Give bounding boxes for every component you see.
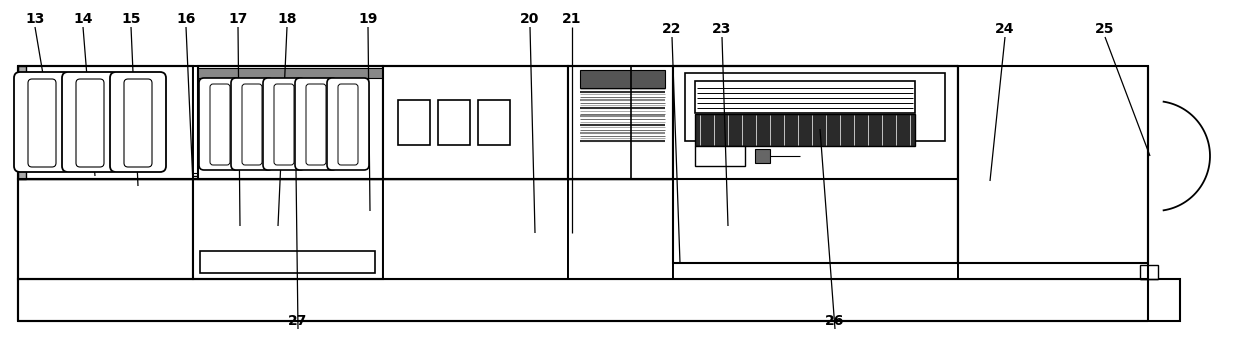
Bar [695,81,914,113]
FancyBboxPatch shape [263,78,305,170]
FancyBboxPatch shape [230,78,273,170]
Text: 14: 14 [73,12,93,26]
Bar [198,68,383,78]
Text: 18: 18 [278,12,297,26]
FancyBboxPatch shape [242,84,261,165]
FancyBboxPatch shape [274,84,294,165]
Bar [199,251,375,273]
FancyBboxPatch shape [306,84,326,165]
Bar [193,66,198,179]
Bar [198,66,383,179]
Bar [567,66,673,179]
FancyBboxPatch shape [110,72,166,172]
Text: 16: 16 [176,12,196,26]
Bar [19,66,26,179]
FancyBboxPatch shape [124,79,152,167]
Text: 17: 17 [228,12,248,26]
FancyBboxPatch shape [295,78,337,170]
Bar [19,179,193,279]
Text: 22: 22 [663,22,681,36]
Text: 21: 21 [563,12,582,26]
Bar [580,70,665,88]
Text: 23: 23 [712,22,732,36]
Bar [383,179,567,279]
Bar [695,146,745,166]
FancyBboxPatch shape [62,72,118,172]
FancyBboxPatch shape [199,78,242,170]
FancyBboxPatch shape [14,72,69,172]
Bar [398,100,430,145]
FancyBboxPatch shape [209,84,230,165]
Bar [19,279,1180,321]
FancyBboxPatch shape [338,84,358,165]
FancyBboxPatch shape [76,79,104,167]
Bar [19,66,193,179]
Text: 26: 26 [825,314,845,328]
Bar [958,179,1149,279]
Bar [685,73,945,141]
Bar [1140,265,1158,279]
Text: 19: 19 [358,12,378,26]
FancyBboxPatch shape [327,78,369,170]
Bar [673,66,958,263]
Bar [695,114,914,146]
Text: 13: 13 [25,12,45,26]
FancyBboxPatch shape [28,79,56,167]
Text: 25: 25 [1095,22,1115,36]
Bar [193,179,383,279]
Bar [478,100,510,145]
Text: 15: 15 [121,12,141,26]
Bar [383,66,567,179]
Text: 20: 20 [520,12,540,26]
Bar [958,66,1149,263]
Bar [673,179,958,279]
Text: 27: 27 [289,314,307,328]
Bar [567,179,673,279]
Text: 24: 24 [995,22,1015,36]
Bar [439,100,470,145]
Bar [755,149,769,163]
